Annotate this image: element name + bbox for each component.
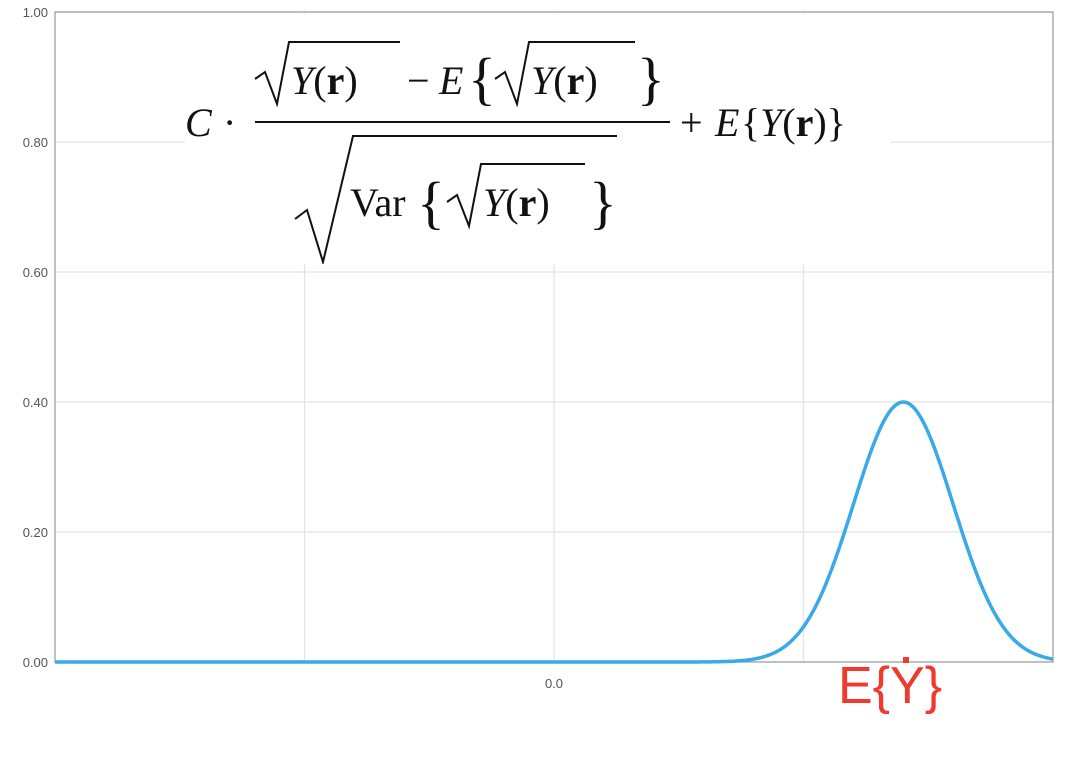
svg-text:}: } (637, 46, 665, 111)
y-tick-label: 1.00 (23, 5, 48, 20)
y-tick-label: 0.80 (23, 135, 48, 150)
x-tick-label: 0.0 (545, 676, 563, 691)
svg-text:Y(r): Y(r) (531, 58, 598, 103)
svg-text:C: C (185, 100, 213, 145)
svg-text:Var: Var (350, 180, 406, 225)
y-tick-label: 0.40 (23, 395, 48, 410)
x-axis-ticks: 0.0 (545, 676, 563, 691)
svg-text:E: E (438, 58, 463, 103)
svg-text:+: + (680, 100, 703, 145)
annotation-label: E{Y} (838, 657, 943, 715)
svg-text:Y(r): Y(r) (291, 58, 358, 103)
svg-text:Y(r)}: Y(r)} (760, 100, 846, 145)
svg-text:·: · (223, 100, 236, 145)
y-tick-label: 0.20 (23, 525, 48, 540)
svg-text:Y(r): Y(r) (483, 180, 550, 225)
y-axis-ticks: 0.00 0.20 0.40 0.60 0.80 1.00 (23, 5, 48, 670)
formula: C · Y(r) − E { Y(r) } Var { Y(r) } + E {… (185, 14, 890, 264)
svg-text:}: } (589, 170, 617, 235)
svg-text:E: E (714, 100, 739, 145)
annotation-marker (903, 657, 909, 663)
svg-text:{: { (417, 170, 445, 235)
svg-text:{: { (468, 46, 496, 111)
y-tick-label: 0.00 (23, 655, 48, 670)
y-tick-label: 0.60 (23, 265, 48, 280)
series-line (55, 400, 1054, 664)
svg-text:−: − (407, 58, 430, 103)
svg-text:{: { (741, 100, 760, 145)
